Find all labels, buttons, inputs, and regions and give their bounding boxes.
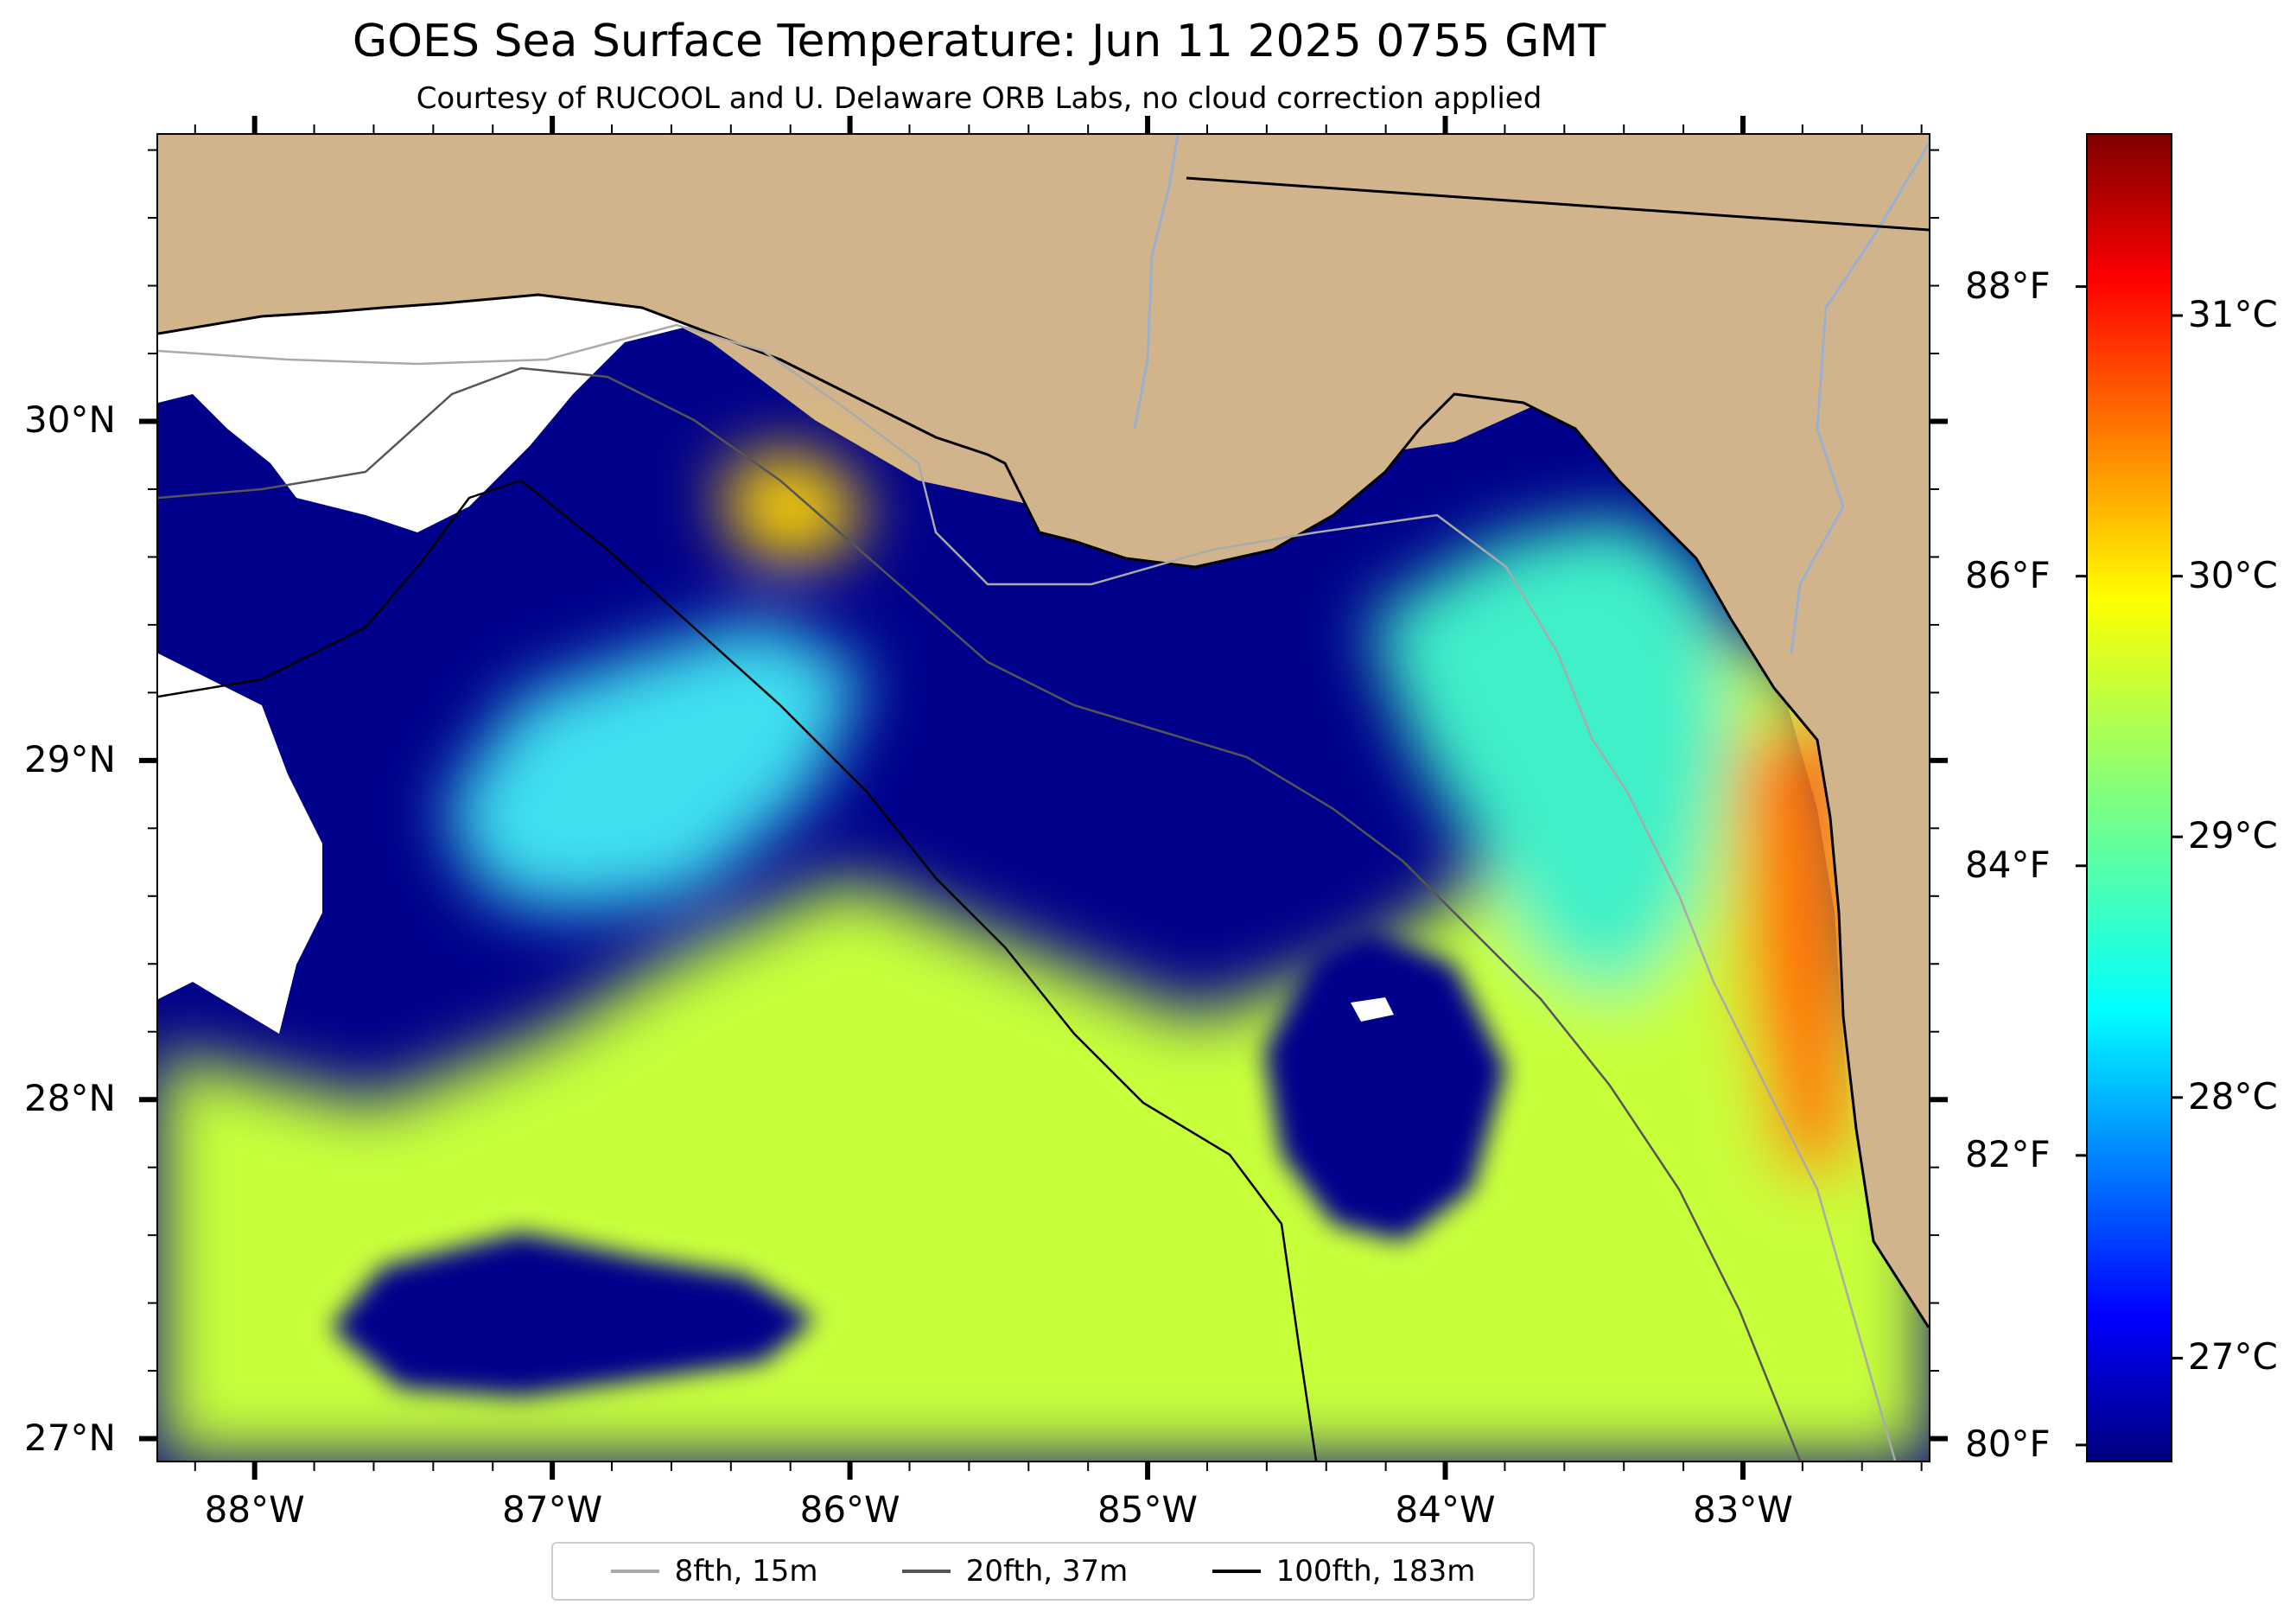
sst-cold-patch-center [1264, 930, 1506, 1241]
map-subtitle: Courtesy of RUCOOL and U. Delaware ORB L… [416, 81, 1542, 116]
legend-label-100fth: 100fth, 183m [1275, 1554, 1476, 1589]
y-tick-label: 28°N [24, 1077, 116, 1120]
colorbar-gradient [2088, 135, 2171, 1461]
fahrenheit-tick-label: 86°F [1965, 553, 2051, 596]
sst-map[interactable] [156, 133, 1930, 1462]
sst-warm-hotspot [1739, 723, 1852, 1172]
y-tick-label: 27°N [24, 1416, 116, 1459]
sst-warm-north-bloom [720, 446, 867, 567]
fahrenheit-tick-label: 82°F [1965, 1132, 2051, 1175]
sst-map-canvas [158, 135, 1929, 1461]
x-tick-label: 84°W [1395, 1488, 1496, 1531]
celsius-tick-label: 31°C [2188, 293, 2278, 336]
x-tick-label: 85°W [1097, 1488, 1199, 1531]
x-tick-label: 83°W [1692, 1488, 1793, 1531]
legend-swatch-20fth [901, 1570, 951, 1573]
y-tick-label: 30°N [24, 398, 116, 442]
legend-item-100fth: 100fth, 183m [1212, 1554, 1476, 1589]
sst-cool-east [1368, 515, 1731, 999]
legend-label-20fth: 20fth, 37m [965, 1554, 1129, 1589]
celsius-tick-label: 30°C [2188, 553, 2278, 596]
cloud-west [158, 653, 322, 1034]
land-mass [158, 135, 1929, 1328]
celsius-tick-label: 28°C [2188, 1074, 2278, 1118]
legend-item-8fth: 8fth, 15m [610, 1554, 818, 1589]
sst-cool-west-plume [443, 619, 867, 913]
legend-item-20fth: 20fth, 37m [901, 1554, 1129, 1589]
temperature-colorbar [2086, 133, 2172, 1462]
map-title: GOES Sea Surface Temperature: Jun 11 202… [352, 16, 1606, 67]
contour-8fth [158, 323, 1897, 1461]
depth-contour-legend: 8fth, 15m 20fth, 37m 100fth, 183m [551, 1542, 1535, 1601]
x-tick-label: 86°W [799, 1488, 900, 1531]
sst-cold-patch-south [331, 1232, 815, 1397]
fahrenheit-tick-label: 80°F [1965, 1422, 2051, 1465]
river-apalachicola [1133, 135, 1180, 430]
coastline [158, 293, 1929, 1328]
celsius-tick-label: 27°C [2188, 1335, 2278, 1379]
legend-label-8fth: 8fth, 15m [674, 1554, 818, 1589]
cloud-northwest [158, 282, 694, 532]
fahrenheit-tick-label: 88°F [1965, 264, 2051, 307]
legend-swatch-100fth [1212, 1570, 1261, 1573]
fahrenheit-tick-label: 84°F [1965, 843, 2051, 886]
contour-20fth [158, 366, 1802, 1461]
legend-swatch-8fth [610, 1570, 659, 1573]
state-boundary [1186, 176, 1929, 232]
x-tick-label: 87°W [502, 1488, 603, 1531]
contour-100fth [158, 479, 1318, 1461]
celsius-tick-label: 29°C [2188, 814, 2278, 857]
cloud-small [1351, 997, 1394, 1022]
y-tick-label: 29°N [24, 737, 116, 780]
x-tick-label: 88°W [204, 1488, 305, 1531]
river-suwannee [1790, 143, 1929, 654]
